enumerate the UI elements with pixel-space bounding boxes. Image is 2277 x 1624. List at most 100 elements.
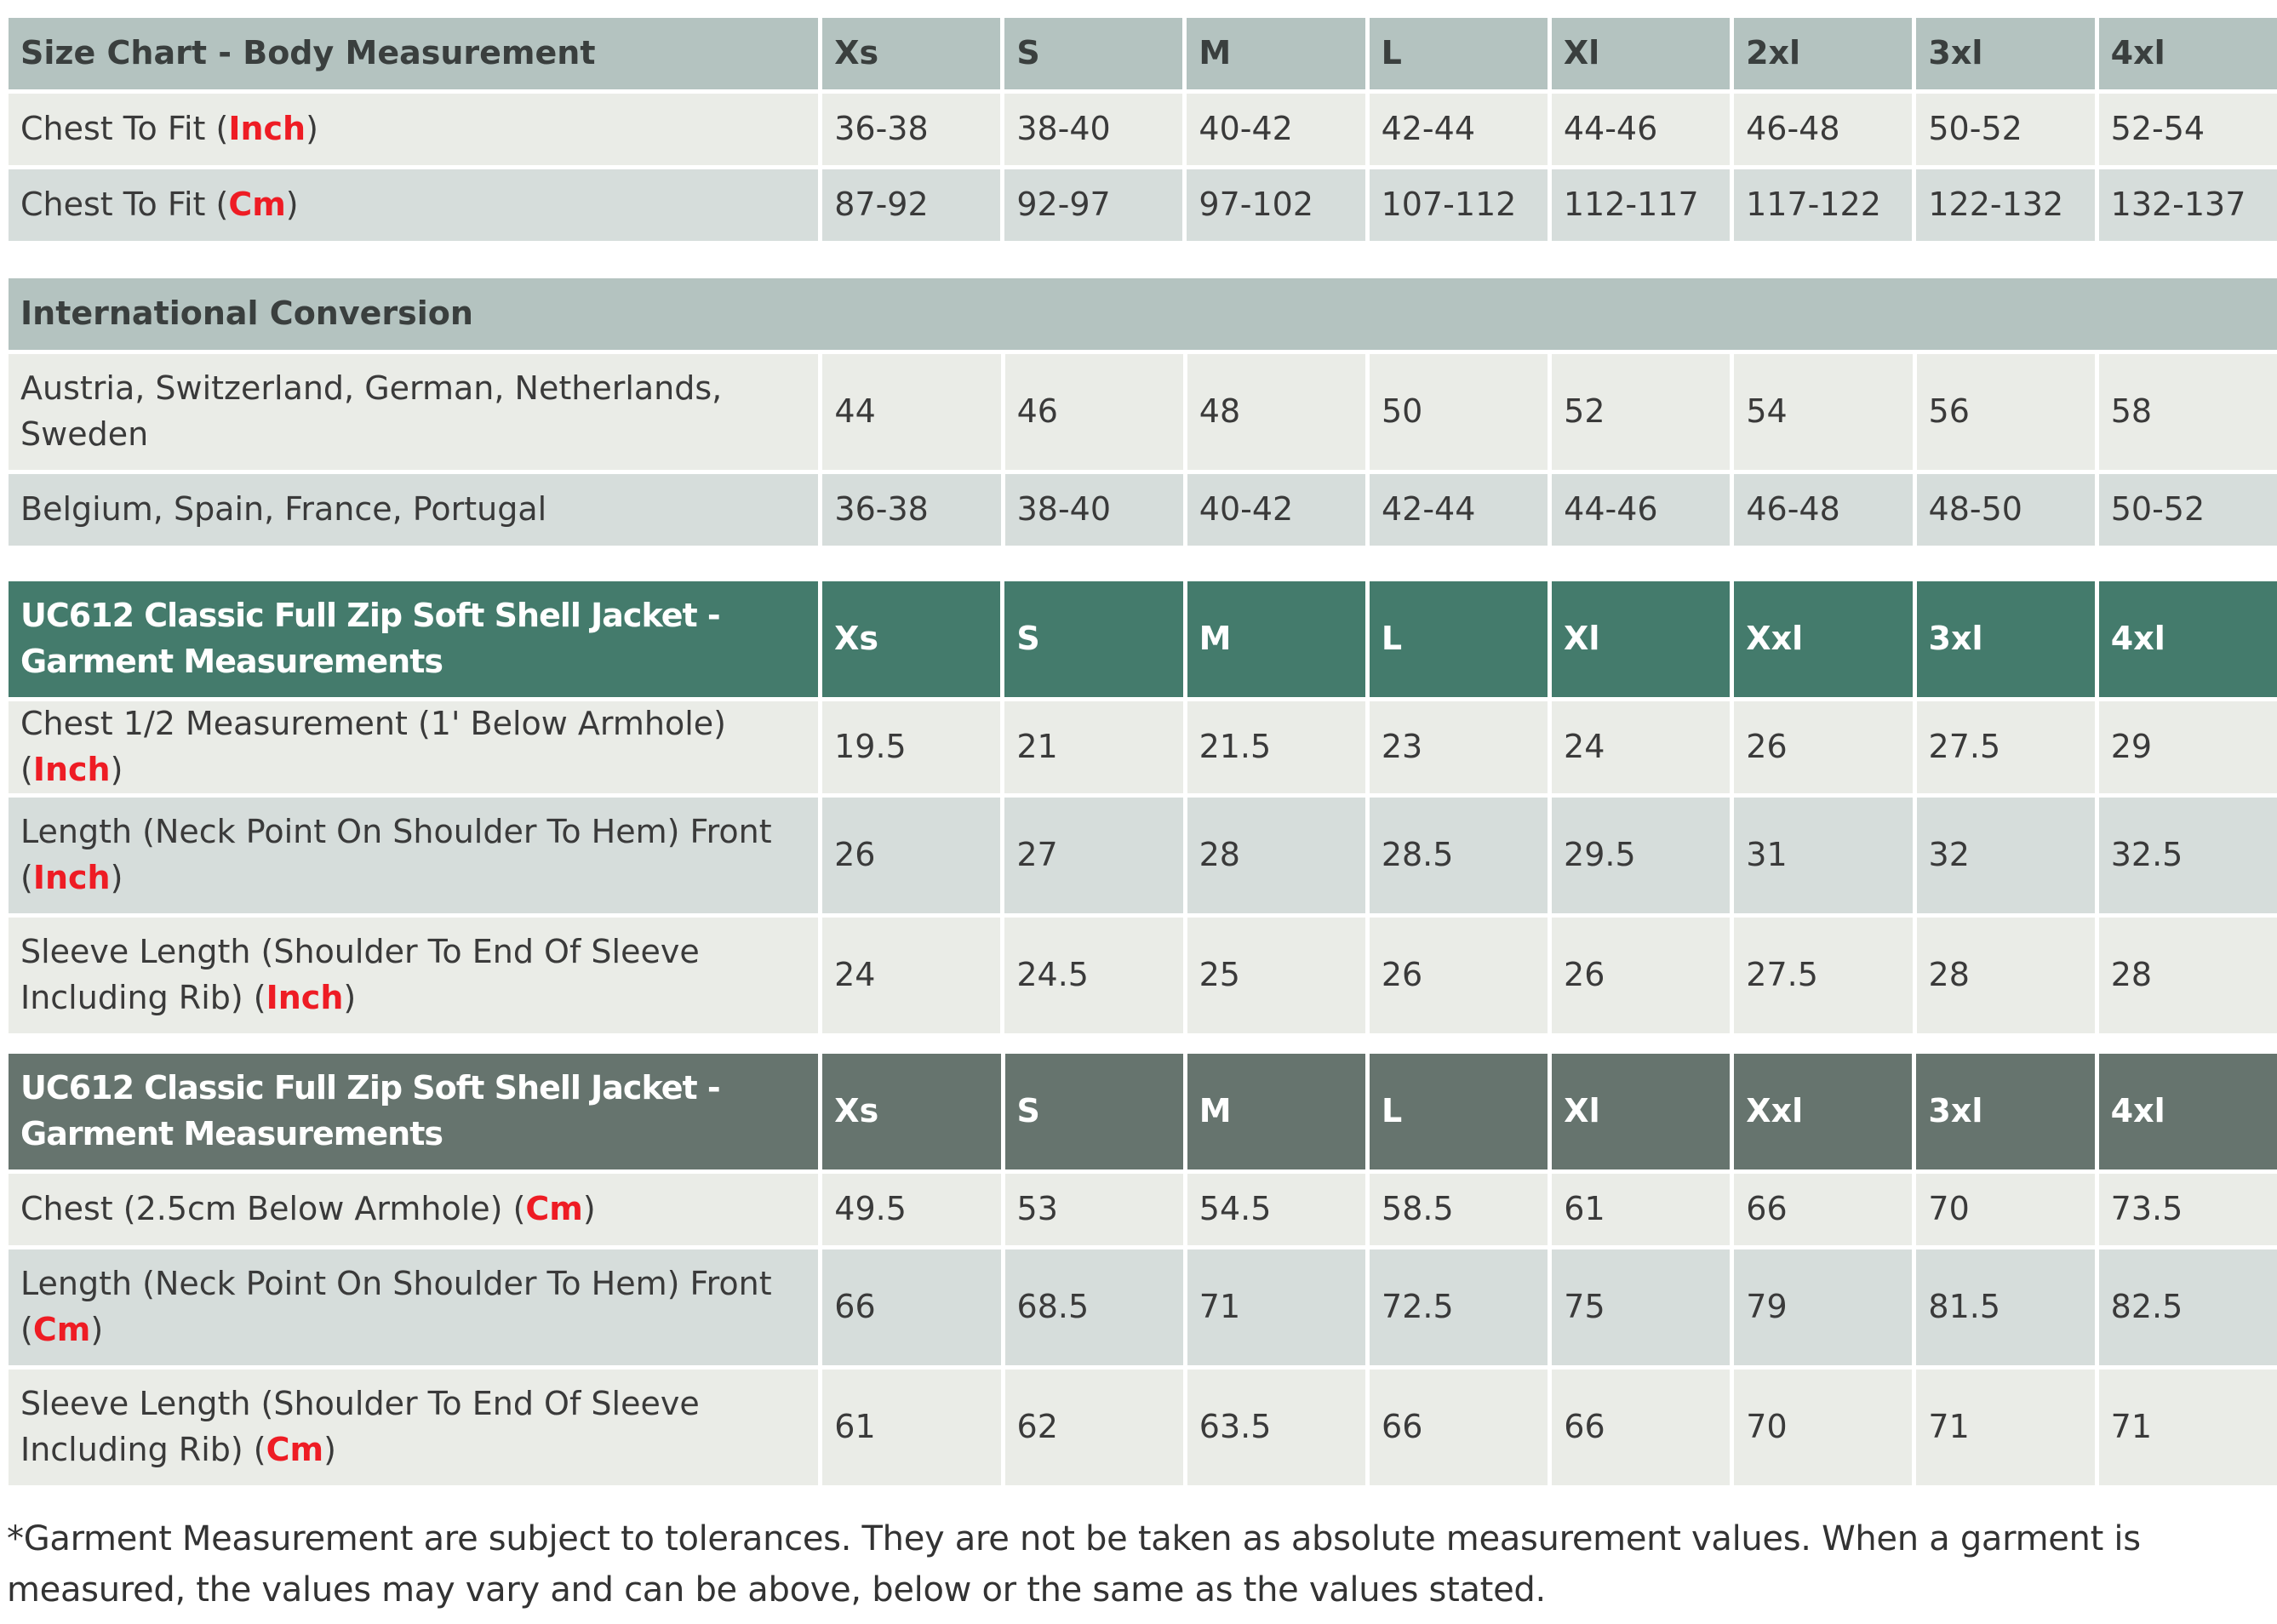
table-row: Belgium, Spain, France, Portugal 36-38 3… xyxy=(9,474,2277,546)
table-cell: 70 xyxy=(1734,1370,1913,1485)
table-cell: 21.5 xyxy=(1187,701,1365,793)
size-header: Xxl xyxy=(1734,1054,1913,1169)
unit-label: Inch xyxy=(266,978,344,1016)
table-cell: 92-97 xyxy=(1004,169,1183,241)
table-cell: 25 xyxy=(1187,917,1365,1033)
size-header: Xl xyxy=(1552,1054,1731,1169)
table-cell: 40-42 xyxy=(1187,94,1365,165)
tolerance-note: *Garment Measurement are subject to tole… xyxy=(7,1519,2141,1610)
size-header: L xyxy=(1370,1054,1548,1169)
table-cell: 66 xyxy=(822,1249,1001,1365)
unit-label: Cm xyxy=(32,1311,91,1348)
table-cell: 28 xyxy=(1187,797,1365,913)
table-cell: 58 xyxy=(2098,354,2277,470)
table-cell: 62 xyxy=(1004,1370,1183,1485)
table-cell: 75 xyxy=(1552,1249,1731,1365)
table-row: Chest To Fit (Cm) 87-92 92-97 97-102 107… xyxy=(9,169,2277,241)
table-cell: 70 xyxy=(1916,1174,2095,1245)
table-cell: 46-48 xyxy=(1734,474,1913,546)
table-cell: 56 xyxy=(1916,354,2095,470)
table-cell: 53 xyxy=(1004,1174,1183,1245)
size-header: 4xl xyxy=(2098,581,2277,697)
table-cell: 36-38 xyxy=(822,474,1001,546)
size-header: 4xl xyxy=(2098,1054,2277,1169)
row-label: Length (Neck Point On Shoulder To Hem) F… xyxy=(9,797,819,913)
table-cell: 107-112 xyxy=(1369,169,1548,241)
row-label: Belgium, Spain, France, Portugal xyxy=(9,474,819,546)
table-cell: 66 xyxy=(1734,1174,1913,1245)
table-cell: 44-46 xyxy=(1552,474,1731,546)
body-measurement-table: Size Chart - Body Measurement Xs S M L X… xyxy=(4,14,2277,245)
unit-label: Inch xyxy=(228,110,306,148)
table-cell: 71 xyxy=(1187,1249,1366,1365)
table-cell: 28 xyxy=(2098,917,2277,1033)
table-cell: 54 xyxy=(1734,354,1913,470)
unit-label: Cm xyxy=(228,186,286,224)
table-cell: 24 xyxy=(1552,701,1731,793)
table-cell: 71 xyxy=(2098,1370,2277,1485)
row-label: Chest (2.5cm Below Armhole) (Cm) xyxy=(9,1174,819,1245)
row-label: Sleeve Length (Shoulder To End Of Sleeve… xyxy=(9,1370,819,1485)
table-cell: 24.5 xyxy=(1004,917,1183,1033)
table-cell: 87-92 xyxy=(822,169,1001,241)
unit-label: Inch xyxy=(32,750,111,788)
table-header-row: UC612 Classic Full Zip Soft Shell Jacket… xyxy=(9,581,2277,697)
table-cell: 26 xyxy=(1369,917,1548,1033)
table-header-row: International Conversion xyxy=(9,278,2277,350)
table-cell: 122-132 xyxy=(1916,169,2095,241)
table-cell: 81.5 xyxy=(1916,1249,2095,1365)
table-title: UC612 Classic Full Zip Soft Shell Jacket… xyxy=(9,581,819,697)
table-title: International Conversion xyxy=(9,278,2277,350)
table-cell: 50-52 xyxy=(2098,474,2277,546)
unit-label: Cm xyxy=(525,1190,583,1228)
table-header-row: UC612 Classic Full Zip Soft Shell Jacket… xyxy=(9,1054,2277,1169)
table-cell: 117-122 xyxy=(1734,169,1913,241)
table-cell: 61 xyxy=(822,1370,1001,1485)
table-row: Austria, Switzerland, German, Netherland… xyxy=(9,354,2277,470)
table-cell: 97-102 xyxy=(1187,169,1365,241)
size-header: L xyxy=(1369,18,1548,89)
table-cell: 46-48 xyxy=(1734,94,1913,165)
table-cell: 48 xyxy=(1187,354,1365,470)
table-cell: 26 xyxy=(1552,917,1731,1033)
table-cell: 21 xyxy=(1004,701,1183,793)
table-cell: 66 xyxy=(1552,1370,1731,1485)
table-header-row: Size Chart - Body Measurement Xs S M L X… xyxy=(9,18,2277,89)
table-cell: 54.5 xyxy=(1187,1174,1366,1245)
table-cell: 82.5 xyxy=(2098,1249,2277,1365)
table-title: UC612 Classic Full Zip Soft Shell Jacket… xyxy=(9,1054,819,1169)
table-cell: 68.5 xyxy=(1004,1249,1183,1365)
garment-cm-table: UC612 Classic Full Zip Soft Shell Jacket… xyxy=(4,1049,2277,1490)
table-cell: 66 xyxy=(1370,1370,1548,1485)
size-header: Xs xyxy=(822,1054,1001,1169)
table-cell: 42-44 xyxy=(1369,94,1548,165)
table-cell: 63.5 xyxy=(1187,1370,1366,1485)
table-cell: 71 xyxy=(1916,1370,2095,1485)
table-cell: 29 xyxy=(2098,701,2277,793)
table-cell: 52 xyxy=(1552,354,1731,470)
size-header: 3xl xyxy=(1916,1054,2095,1169)
table-cell: 112-117 xyxy=(1551,169,1731,241)
size-header: M xyxy=(1187,18,1365,89)
size-header: Xl xyxy=(1552,581,1731,697)
unit-label: Inch xyxy=(32,858,111,896)
table-cell: 32 xyxy=(1916,797,2095,913)
size-header: 3xl xyxy=(1916,581,2095,697)
table-cell: 61 xyxy=(1552,1174,1731,1245)
table-row: Sleeve Length (Shoulder To End Of Sleeve… xyxy=(9,1370,2277,1485)
table-title: Size Chart - Body Measurement xyxy=(9,18,819,89)
table-cell: 40-42 xyxy=(1187,474,1365,546)
table-cell: 32.5 xyxy=(2098,797,2277,913)
garment-inch-table: UC612 Classic Full Zip Soft Shell Jacket… xyxy=(4,577,2277,1038)
table-row: Chest (2.5cm Below Armhole) (Cm) 49.5 53… xyxy=(9,1174,2277,1245)
size-header: Xs xyxy=(822,18,1001,89)
table-cell: 19.5 xyxy=(822,701,1001,793)
table-cell: 38-40 xyxy=(1004,474,1183,546)
table-cell: 132-137 xyxy=(2098,169,2277,241)
size-header: Xl xyxy=(1551,18,1731,89)
table-cell: 72.5 xyxy=(1370,1249,1548,1365)
unit-label: Cm xyxy=(266,1431,324,1468)
table-row: Chest To Fit (Inch) 36-38 38-40 40-42 42… xyxy=(9,94,2277,165)
table-cell: 44 xyxy=(822,354,1001,470)
size-header: M xyxy=(1187,1054,1366,1169)
